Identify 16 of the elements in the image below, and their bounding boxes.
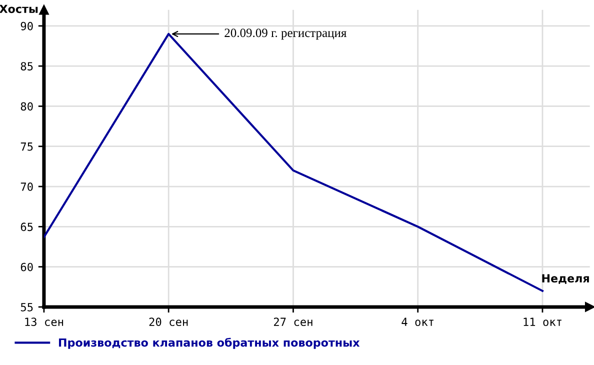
x-tick-label: 11 окт [524,318,562,326]
y-tick-label: 70 [20,182,33,191]
x-tick-label: 4 окт [402,318,434,326]
legend-label: Производство клапанов обратных поворотных [58,338,360,349]
y-tick-label: 60 [20,262,33,272]
x-axis-title: Неделя [542,274,589,284]
y-tick-label: 75 [20,142,33,151]
x-tick-label: 20 сен [149,318,188,326]
y-tick-label: 90 [20,22,33,30]
x-tick-label: 13 сен [25,318,64,326]
annotation: 20.09.09 г. регистрация [224,28,346,40]
y-tick-label: 85 [20,62,33,70]
y-tick-label: 55 [20,303,33,312]
x-tick-label: 27 сен [274,318,312,326]
y-tick-label: 65 [20,222,33,232]
y-tick-label: 80 [20,102,33,111]
